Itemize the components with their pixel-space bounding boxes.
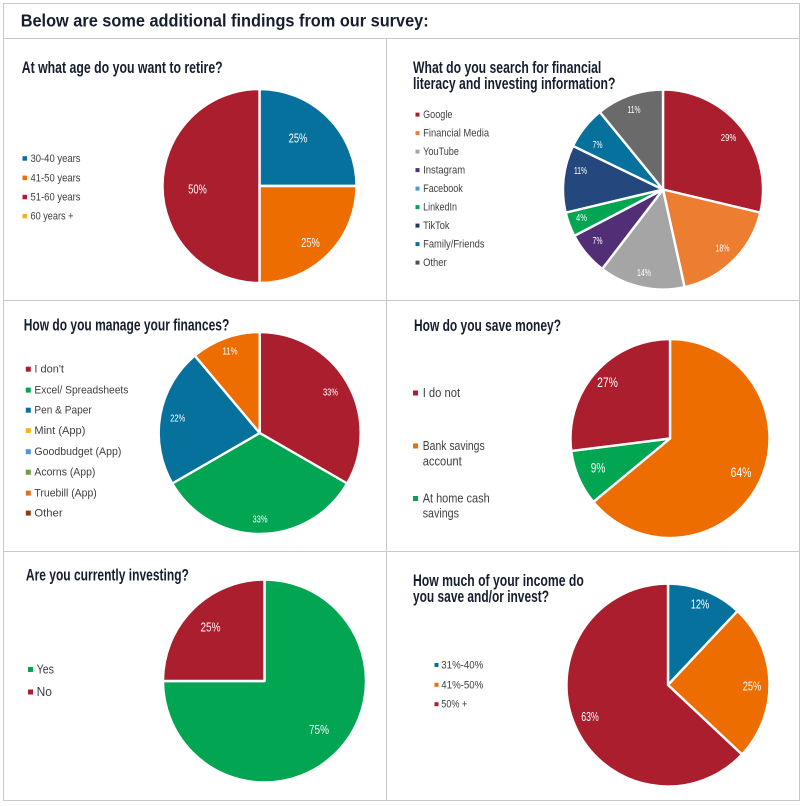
svg-text:TikTok: TikTok	[423, 220, 450, 232]
svg-text:Goodbudget (App): Goodbudget (App)	[34, 446, 121, 458]
svg-text:14%: 14%	[637, 268, 651, 279]
svg-text:At what age do you want to ret: At what age do you want to retire?	[22, 59, 223, 77]
svg-text:No: No	[37, 684, 52, 699]
svg-text:12%: 12%	[691, 598, 710, 612]
svg-text:YouTube: YouTube	[423, 146, 459, 158]
svg-text:18%: 18%	[716, 244, 730, 255]
svg-text:51-60 years: 51-60 years	[31, 192, 81, 204]
svg-text:Family/Friends: Family/Friends	[423, 239, 485, 251]
svg-text:How much of your income do: How much of your income do	[413, 572, 584, 590]
svg-text:Bank savings: Bank savings	[423, 438, 485, 453]
svg-text:Pen & Paper: Pen & Paper	[34, 405, 92, 417]
svg-text:41%-50%: 41%-50%	[441, 679, 483, 691]
svg-text:25%: 25%	[743, 680, 762, 694]
svg-text:30-40 years: 30-40 years	[31, 153, 81, 165]
svg-text:7%: 7%	[593, 140, 603, 151]
svg-text:7%: 7%	[593, 236, 603, 247]
svg-text:I do not: I do not	[423, 385, 461, 400]
svg-text:How do you save money?: How do you save money?	[414, 317, 561, 335]
svg-text:At home cash: At home cash	[423, 491, 490, 506]
svg-text:How do you manage your finance: How do you manage your finances?	[24, 317, 230, 335]
svg-text:11%: 11%	[574, 166, 587, 177]
svg-text:27%: 27%	[597, 374, 618, 390]
svg-text:Instagram: Instagram	[423, 165, 465, 177]
svg-text:Acorns (App): Acorns (App)	[34, 467, 95, 479]
svg-text:50%: 50%	[188, 183, 207, 197]
svg-text:literacy and investing informa: literacy and investing information?	[413, 75, 615, 93]
svg-text:31%-40%: 31%-40%	[441, 660, 483, 672]
svg-text:33%: 33%	[323, 388, 338, 399]
svg-text:60 years +: 60 years +	[31, 211, 74, 223]
svg-text:I don't: I don't	[34, 364, 64, 376]
svg-text:63%: 63%	[581, 710, 599, 724]
svg-text:Financial Media: Financial Media	[423, 128, 490, 140]
svg-text:33%: 33%	[253, 515, 268, 526]
svg-text:11%: 11%	[628, 105, 641, 116]
svg-text:account: account	[423, 454, 462, 469]
svg-text:Yes: Yes	[37, 662, 55, 677]
svg-text:Facebook: Facebook	[423, 183, 463, 195]
svg-text:9%: 9%	[591, 459, 606, 475]
svg-text:savings: savings	[423, 506, 460, 521]
svg-text:you save and/or invest?: you save and/or invest?	[413, 588, 549, 606]
svg-text:4%: 4%	[576, 213, 587, 224]
svg-text:Google: Google	[423, 109, 452, 121]
svg-text:Other: Other	[423, 257, 447, 269]
svg-text:Are you currently investing?: Are you currently investing?	[26, 567, 189, 585]
svg-text:Excel/ Spreadsheets: Excel/ Spreadsheets	[34, 385, 128, 397]
svg-text:LinkedIn: LinkedIn	[423, 202, 457, 214]
svg-text:29%: 29%	[721, 133, 736, 144]
svg-text:What do you search for financi: What do you search for financial	[413, 59, 601, 77]
svg-text:50% +: 50% +	[441, 699, 467, 711]
svg-text:11%: 11%	[223, 347, 238, 358]
svg-text:25%: 25%	[289, 132, 308, 146]
svg-text:22%: 22%	[170, 414, 185, 425]
svg-text:25%: 25%	[301, 236, 320, 250]
svg-text:Truebill (App): Truebill (App)	[34, 488, 96, 500]
svg-text:64%: 64%	[731, 464, 752, 480]
svg-text:25%: 25%	[201, 621, 221, 635]
svg-text:Mint (App): Mint (App)	[34, 425, 85, 437]
svg-text:41-50 years: 41-50 years	[31, 172, 81, 184]
svg-text:Other: Other	[34, 508, 63, 520]
svg-text:Below are some additional find: Below are some additional findings from …	[21, 11, 429, 31]
svg-text:75%: 75%	[309, 723, 329, 737]
